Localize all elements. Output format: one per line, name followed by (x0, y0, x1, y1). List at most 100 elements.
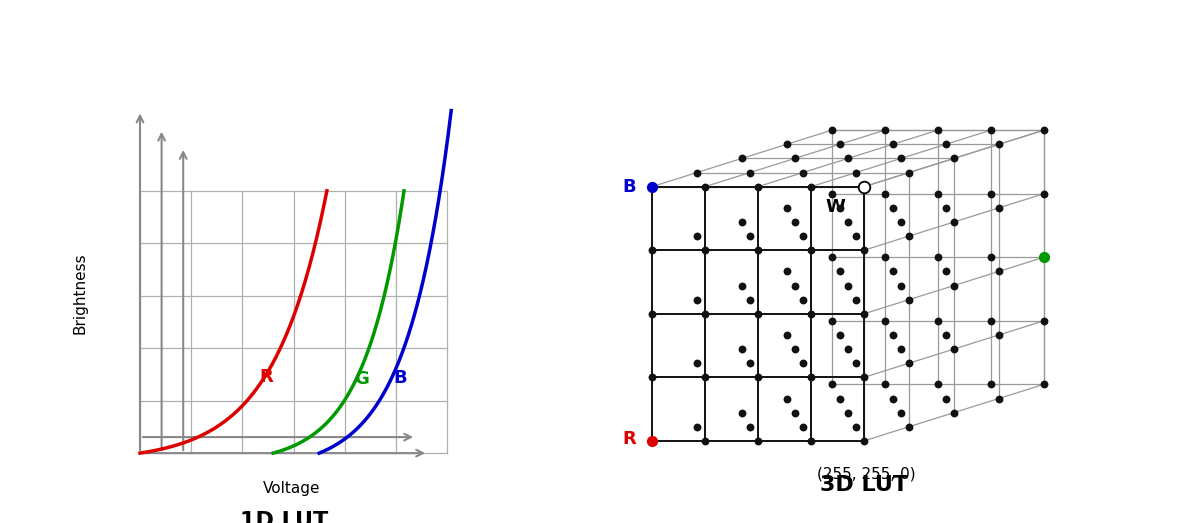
Point (688, 423, 707, 431)
Point (749, 310, 768, 318)
Point (846, 168, 865, 177)
Point (802, 183, 821, 191)
Point (695, 246, 714, 255)
Text: Brightness: Brightness (72, 252, 88, 334)
Point (732, 408, 751, 417)
Point (875, 126, 894, 134)
Point (936, 203, 955, 212)
Point (778, 331, 797, 339)
Point (695, 373, 714, 382)
Point (854, 183, 874, 191)
Text: R: R (623, 429, 636, 448)
Point (732, 345, 751, 354)
Point (785, 345, 804, 354)
Point (732, 218, 751, 226)
Point (740, 359, 760, 367)
Text: Voltage: Voltage (263, 481, 320, 496)
Text: R: R (259, 368, 274, 386)
Point (928, 189, 947, 198)
Point (875, 380, 894, 389)
Point (642, 437, 661, 445)
Point (928, 253, 947, 262)
Point (883, 331, 902, 339)
Point (883, 203, 902, 212)
Point (1034, 253, 1054, 262)
Point (936, 394, 955, 403)
Text: W: W (826, 199, 845, 217)
Point (928, 126, 947, 134)
Point (793, 232, 812, 240)
Point (846, 232, 865, 240)
Point (944, 408, 964, 417)
Point (749, 183, 768, 191)
Point (936, 267, 955, 276)
Point (830, 331, 850, 339)
Point (854, 246, 874, 255)
Point (688, 232, 707, 240)
Point (846, 359, 865, 367)
Point (944, 345, 964, 354)
Point (695, 437, 714, 445)
Point (899, 168, 918, 177)
Point (883, 394, 902, 403)
Point (642, 373, 661, 382)
Point (785, 218, 804, 226)
Point (883, 267, 902, 276)
Point (749, 373, 768, 382)
Text: (255, 255, 0): (255, 255, 0) (817, 467, 916, 482)
Point (854, 373, 874, 382)
Point (989, 267, 1008, 276)
Point (892, 345, 911, 354)
Point (830, 140, 850, 149)
Point (778, 203, 797, 212)
Point (838, 345, 857, 354)
Point (642, 246, 661, 255)
Text: B: B (394, 369, 407, 386)
Point (892, 154, 911, 163)
Point (892, 281, 911, 290)
Point (892, 408, 911, 417)
Point (793, 168, 812, 177)
Point (822, 316, 841, 325)
Text: B: B (623, 178, 636, 196)
Point (928, 380, 947, 389)
Point (838, 218, 857, 226)
Point (989, 140, 1008, 149)
Point (838, 281, 857, 290)
Point (838, 408, 857, 417)
Point (899, 359, 918, 367)
Point (830, 203, 850, 212)
Point (688, 168, 707, 177)
Point (793, 359, 812, 367)
Point (822, 380, 841, 389)
Point (944, 281, 964, 290)
Point (778, 394, 797, 403)
Point (802, 246, 821, 255)
Point (875, 253, 894, 262)
Point (854, 183, 874, 191)
Point (785, 281, 804, 290)
Point (830, 394, 850, 403)
Point (1034, 380, 1054, 389)
Point (642, 310, 661, 318)
Point (1034, 189, 1054, 198)
Point (982, 316, 1001, 325)
Point (642, 183, 661, 191)
Point (802, 437, 821, 445)
Point (982, 253, 1001, 262)
Point (982, 380, 1001, 389)
Point (936, 331, 955, 339)
Point (822, 126, 841, 134)
Point (740, 232, 760, 240)
Point (875, 189, 894, 198)
Text: G: G (354, 370, 370, 388)
Point (899, 232, 918, 240)
Point (883, 140, 902, 149)
Point (793, 295, 812, 304)
Point (793, 423, 812, 431)
Point (695, 310, 714, 318)
Point (830, 267, 850, 276)
Point (642, 437, 661, 445)
Point (778, 267, 797, 276)
Point (695, 183, 714, 191)
